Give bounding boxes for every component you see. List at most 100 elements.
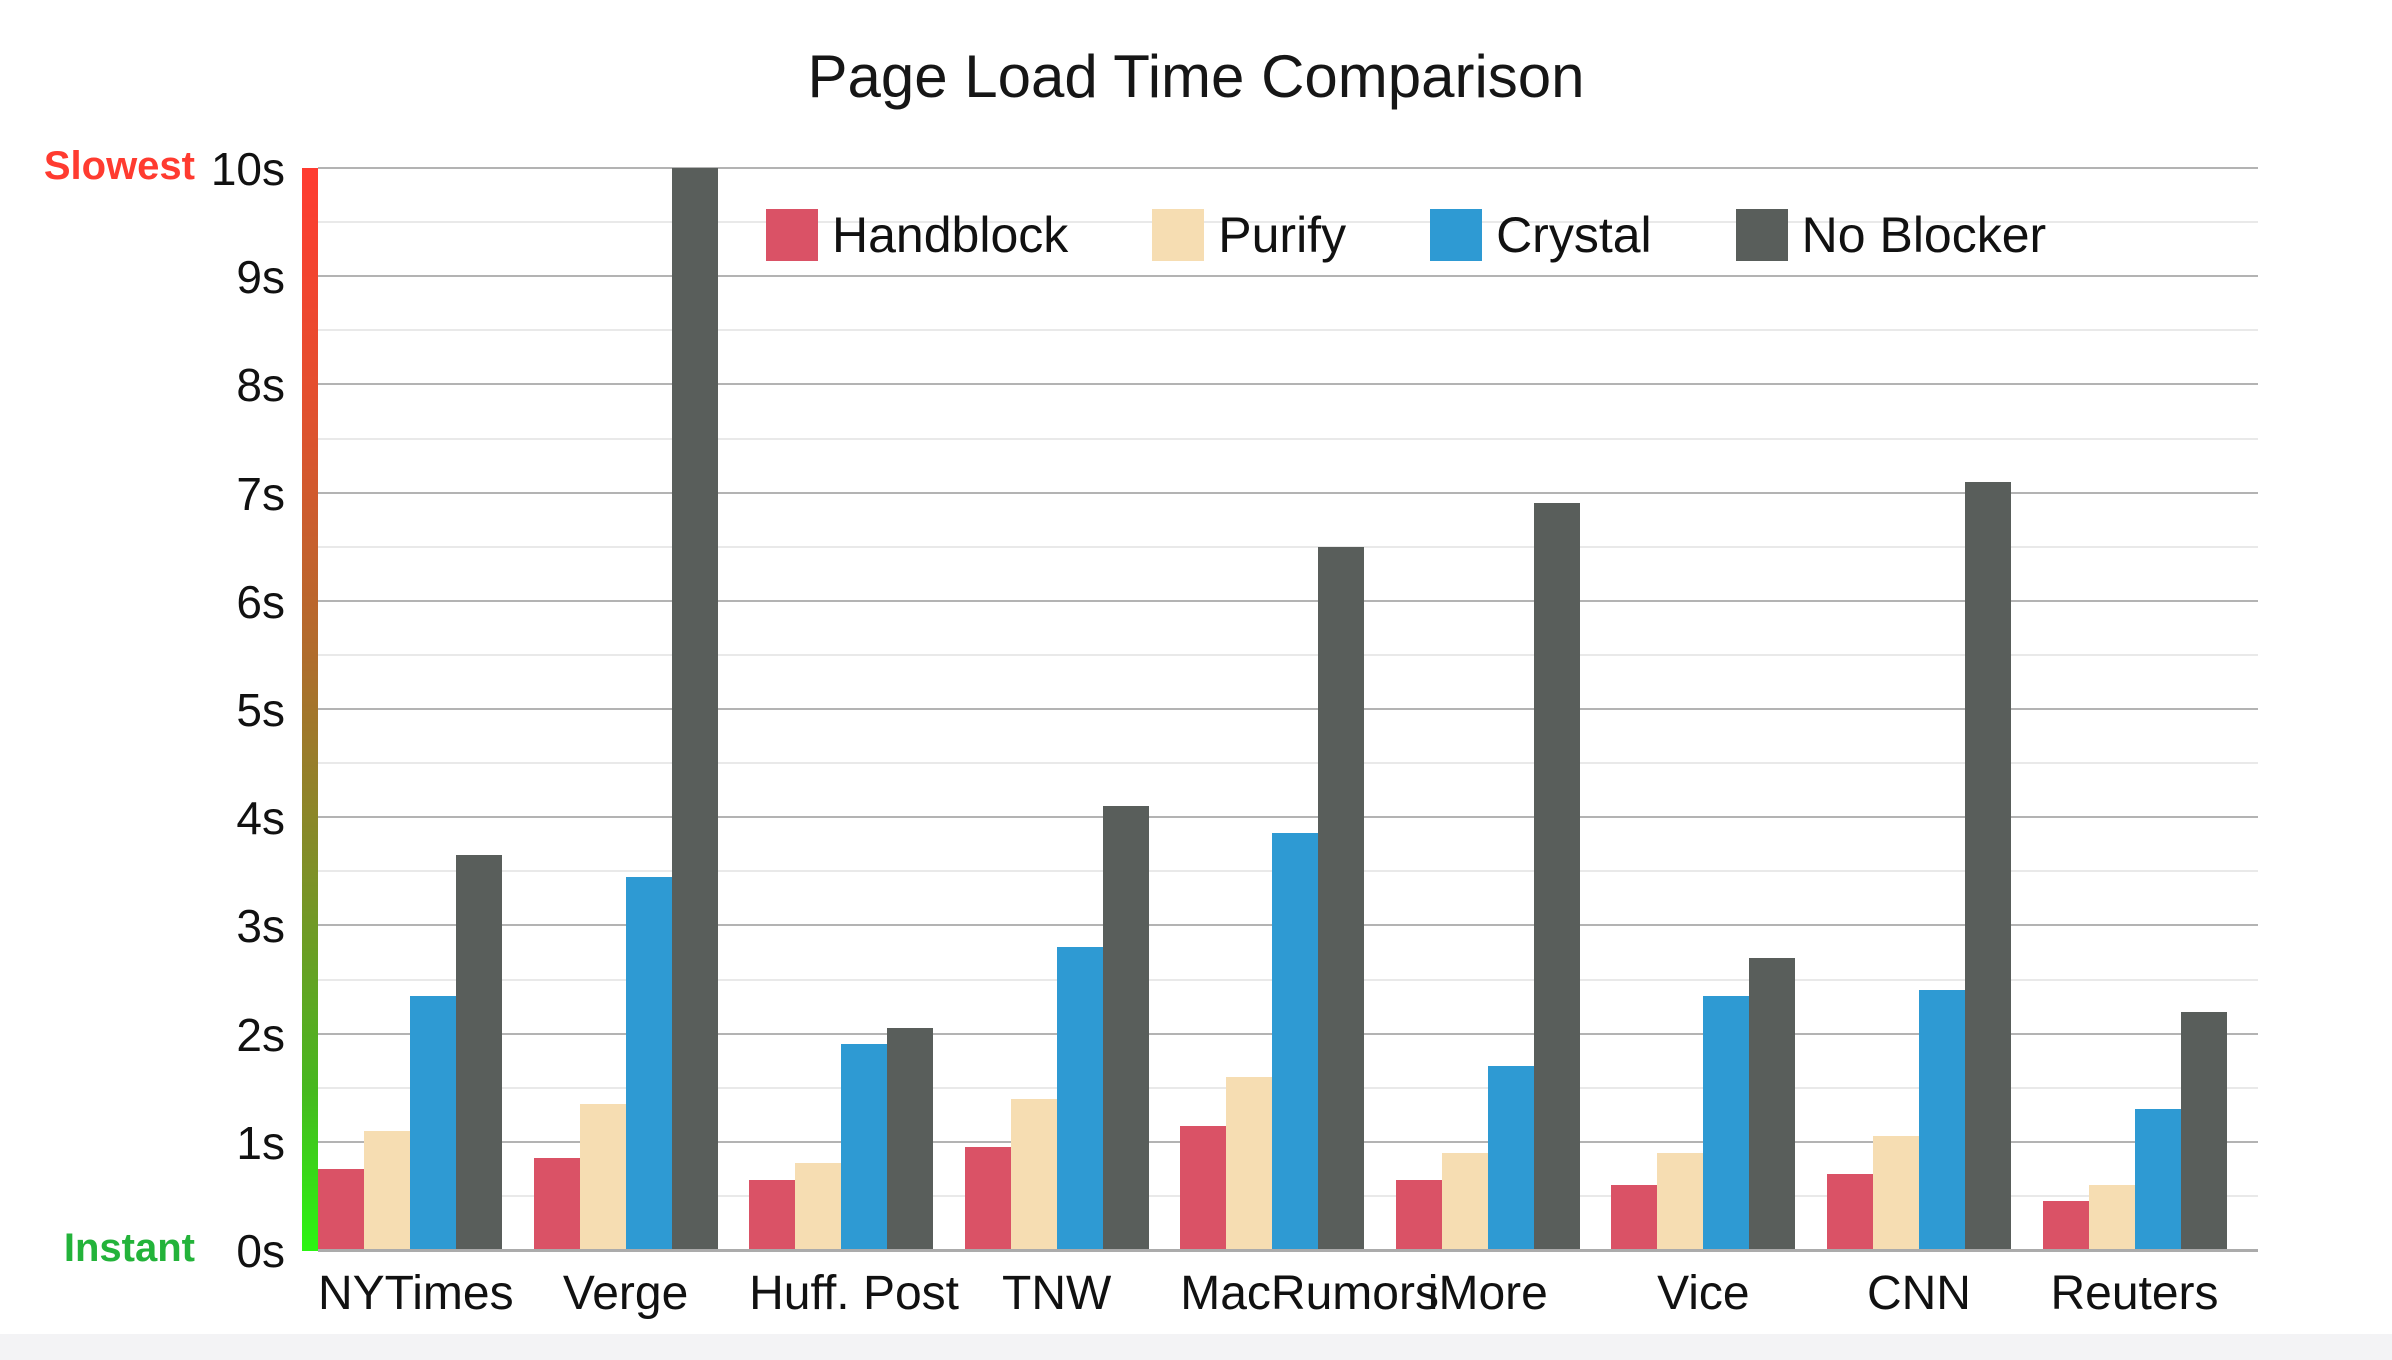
bar-handblock — [1395, 1179, 1442, 1250]
bar-purify — [795, 1163, 842, 1250]
bar-handblock — [749, 1179, 796, 1250]
x-axis-label: TNW — [1002, 1267, 1112, 1320]
bar-group-imore: iMore — [1395, 168, 1612, 1320]
bar-group-cnn: CNN — [1826, 168, 2043, 1320]
instant-annotation: Instant — [63, 1226, 195, 1270]
bar-crystal — [410, 995, 456, 1250]
legend-item-handblock: Handblock — [766, 206, 1068, 264]
y-tick-label: 7s — [236, 467, 285, 520]
legend: Handblock Purify Crystal No Blocker — [766, 206, 2046, 264]
gridline-major — [318, 167, 2258, 169]
x-axis-line — [318, 1249, 2258, 1252]
bar-crystal — [1703, 995, 1750, 1250]
bar-no-blocker — [887, 1028, 934, 1250]
y-tick-label: 5s — [236, 684, 285, 736]
gridline-major — [318, 491, 2258, 494]
bar-purify — [1010, 1098, 1057, 1250]
legend-swatch — [1152, 209, 1205, 261]
bar-group-nytimes: NYTimes — [318, 168, 534, 1320]
legend-label: No Blocker — [1801, 207, 2047, 263]
bar-group-tnw: TNW — [964, 168, 1181, 1320]
bar-handblock — [1180, 1125, 1227, 1250]
speed-gradient-axis-bar — [302, 168, 318, 1251]
gridline-minor — [318, 221, 2258, 224]
legend-label: Handblock — [832, 207, 1069, 263]
gridline-major — [318, 708, 2258, 710]
gridline-major — [318, 383, 2258, 386]
x-axis-label: CNN — [1866, 1267, 1971, 1320]
y-tick-label: 2s — [236, 1008, 285, 1061]
y-tick-label: 0s — [236, 1225, 285, 1277]
gridline-minor — [318, 437, 2258, 440]
x-axis-label: Vice — [1657, 1267, 1750, 1320]
gridline-major — [318, 816, 2258, 819]
y-tick-label: 1s — [236, 1116, 285, 1169]
bar-crystal — [2134, 1109, 2181, 1250]
bar-group-macrumors: MacRumors — [1180, 168, 1439, 1320]
bar-purify — [364, 1130, 410, 1250]
bar-no-blocker — [1964, 481, 2011, 1250]
legend-swatch — [1430, 209, 1483, 261]
bar-crystal — [1918, 990, 1965, 1250]
bar-no-blocker — [1102, 806, 1149, 1250]
bar-groups: NYTimes Verge Huff. Post TNW MacRumors iMore V… — [318, 168, 2259, 1320]
x-axis-label: iMore — [1427, 1267, 1548, 1320]
bar-no-blocker — [671, 168, 718, 1250]
bar-handblock — [964, 1147, 1011, 1250]
bar-purify — [1872, 1136, 1919, 1250]
y-tick-label: 10s — [210, 143, 285, 195]
gridline-major — [318, 599, 2258, 602]
legend-item-no-blocker: No Blocker — [1735, 206, 2047, 264]
gridline-minor — [318, 653, 2258, 656]
bar-crystal — [1272, 833, 1319, 1250]
bar-purify — [2088, 1185, 2135, 1250]
bar-handblock — [1826, 1174, 1873, 1250]
bar-crystal — [625, 876, 672, 1250]
x-axis-label: Verge — [562, 1267, 689, 1320]
chart-title: Page Load Time Comparison — [807, 43, 1585, 110]
bar-group-vice: Vice — [1611, 168, 1827, 1320]
bar-no-blocker — [1318, 546, 1365, 1250]
bar-group-huff-post: Huff. Post — [749, 168, 965, 1320]
bar-handblock — [318, 1168, 364, 1250]
bar-no-blocker — [1749, 957, 1796, 1250]
bar-no-blocker — [456, 855, 502, 1250]
bar-no-blocker — [2180, 1011, 2227, 1250]
x-axis-label: Huff. Post — [749, 1267, 960, 1320]
bar-purify — [579, 1103, 626, 1250]
bar-no-blocker — [1533, 503, 1580, 1250]
slowest-annotation: Slowest — [43, 144, 195, 188]
gridline-major — [318, 275, 2258, 278]
y-tick-label: 3s — [236, 900, 285, 953]
legend-item-crystal: Crystal — [1430, 206, 1652, 264]
bar-purify — [1441, 1152, 1488, 1250]
plot-area: NYTimes Verge Huff. Post TNW MacRumors iMore V… — [318, 167, 2259, 1320]
y-tick-label: 6s — [236, 575, 285, 628]
x-axis-label: Reuters — [2050, 1267, 2219, 1320]
legend-swatch — [766, 209, 818, 261]
bar-handblock — [2042, 1201, 2089, 1250]
legend-item-purify: Purify — [1152, 206, 1346, 264]
y-tick-label: 8s — [236, 359, 285, 412]
bar-crystal — [841, 1044, 888, 1250]
bar-purify — [1226, 1076, 1273, 1250]
gridline-minor — [318, 545, 2258, 548]
bar-crystal — [1487, 1066, 1534, 1250]
legend-swatch — [1735, 209, 1788, 261]
legend-label: Crystal — [1496, 207, 1652, 263]
gridline-minor — [318, 329, 2258, 332]
footer-band — [0, 1334, 2392, 1360]
y-tick-label: 4s — [236, 792, 285, 845]
bar-handblock — [1611, 1185, 1658, 1250]
legend-label: Purify — [1218, 207, 1347, 263]
gridline-minor — [318, 762, 2258, 765]
bar-group-reuters: Reuters — [2042, 168, 2259, 1320]
x-axis-label: NYTimes — [318, 1267, 514, 1320]
y-tick-label: 9s — [236, 251, 285, 304]
bar-purify — [1657, 1152, 1704, 1250]
bar-group-verge: Verge — [533, 168, 750, 1320]
x-axis-label: MacRumors — [1180, 1267, 1439, 1320]
bar-handblock — [533, 1158, 580, 1250]
bar-crystal — [1056, 947, 1103, 1250]
